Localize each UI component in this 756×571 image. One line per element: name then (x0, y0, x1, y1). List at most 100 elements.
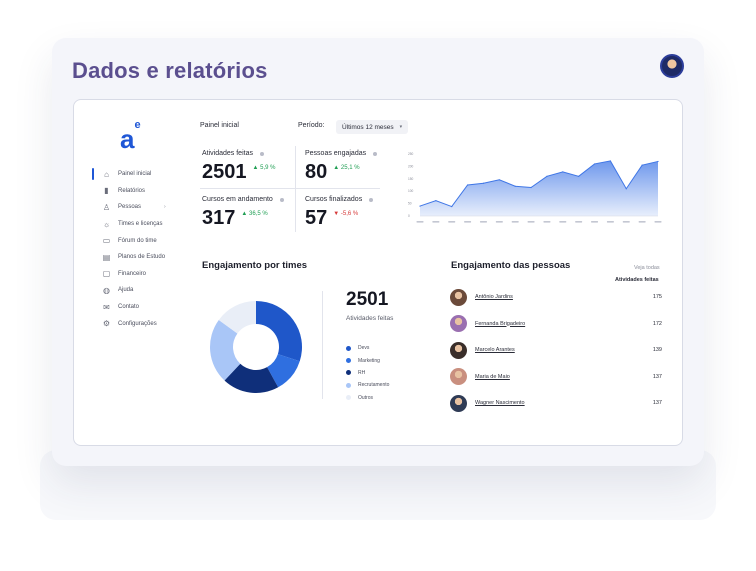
person-activity-count: 175 (652, 294, 662, 300)
avatar (450, 368, 467, 385)
legend-label: Recrutamento (358, 382, 390, 389)
stat-value: 317 (202, 207, 236, 229)
chart-point[interactable] (593, 163, 596, 165)
x-tick-label (527, 221, 535, 223)
legend-label: Marketing (358, 357, 380, 364)
donut-slice-outros[interactable] (218, 301, 256, 334)
y-tick-label: 250 (408, 152, 414, 156)
person-name-link[interactable]: Wagner Nascimento (475, 400, 525, 406)
stat-delta: ▲ 5,9 % (252, 165, 276, 171)
person-activity-count: 139 (652, 347, 662, 353)
stat-delta: ▲ 25,1 % (333, 165, 360, 171)
activity-line-chart: 250 200 150 100 50 0 (408, 152, 662, 223)
avatar (450, 288, 467, 306)
donut-slice-rh[interactable] (224, 363, 279, 393)
stat-label: Pessoas engajadas (305, 150, 367, 157)
legend-item: Outros (346, 392, 389, 404)
teams-total-label: Atividades feitas (346, 315, 394, 322)
teams-legend: Devs Marketing RH Recrutamento Outros (346, 342, 389, 404)
sidebar-item-ajuda[interactable]: ◍ Ajuda (92, 282, 192, 299)
sidebar-item-times-e-licencas[interactable]: ☼ Times e licenças (92, 216, 192, 233)
chart-point[interactable] (641, 164, 643, 166)
avatar (450, 315, 467, 332)
donut-slice-devs[interactable] (256, 301, 302, 362)
chevron-down-icon: ▾ (399, 124, 403, 130)
gear-icon: ⚙ (102, 319, 111, 329)
y-tick-label: 200 (408, 164, 414, 168)
sidebar-item-forum-do-time[interactable]: ▭ Fórum do time (92, 232, 192, 249)
sidebar-item-label: Planos de Estudo (118, 254, 166, 261)
person-row: Wagner Nascimento 137 (450, 394, 662, 412)
donut-slice-recrutamento[interactable] (210, 319, 241, 381)
sidebar-item-painel-inicial[interactable]: ⌂ Painel inicial (92, 166, 192, 183)
chat-icon: ▭ (102, 236, 111, 246)
teams-section-title: Engajamento por times (202, 260, 308, 271)
info-icon[interactable] (369, 197, 374, 202)
chart-point[interactable] (657, 160, 659, 163)
y-tick-label: 150 (408, 177, 414, 181)
sidebar-item-relatorios[interactable]: ▮ Relatórios (92, 183, 192, 200)
app-logo[interactable]: ae (120, 119, 141, 155)
stat-card-in-progress: Cursos em andamento 317 ▲ 36,5 % (202, 196, 294, 230)
x-tick-label (559, 221, 567, 223)
chart-point[interactable] (609, 160, 611, 162)
help-icon: ◍ (103, 285, 110, 295)
chevron-right-icon[interactable]: › (164, 204, 166, 211)
chart-point[interactable] (578, 175, 580, 177)
stat-card-finished: Cursos finalizados 57 ▼ -5,6 % (305, 196, 397, 230)
chart-point[interactable] (562, 171, 564, 173)
stat-value: 57 (305, 207, 328, 229)
legend-label: Outros (358, 394, 374, 401)
y-tick-label: 100 (408, 189, 414, 193)
chart-point[interactable] (625, 188, 627, 190)
person-name-link[interactable]: Marcelo Arantes (475, 347, 515, 353)
user-icon: ♙ (102, 202, 111, 212)
legend-item: RH (346, 367, 389, 379)
chart-point[interactable] (498, 179, 500, 181)
person-row: Marcelo Arantes 139 (450, 341, 662, 359)
x-tick-label (511, 221, 519, 223)
person-name-link[interactable]: Fernanda Brigadeiro (475, 320, 526, 327)
period-label: Período: (298, 122, 325, 129)
sidebar-item-pessoas[interactable]: ♙ Pessoas › (92, 199, 192, 216)
chart-point[interactable] (467, 184, 469, 186)
teams-donut-chart (210, 301, 302, 393)
info-icon[interactable] (279, 197, 284, 202)
x-tick-label (654, 221, 662, 223)
sidebar-item-label: Financeiro (118, 270, 147, 277)
donut-slice-marketing[interactable] (267, 354, 300, 388)
chart-point[interactable] (451, 205, 453, 208)
sidebar-item-contato[interactable]: ✉ Contato (92, 299, 192, 316)
person-name-link[interactable]: Maria de Maio (475, 373, 510, 380)
legend-item: Devs (346, 342, 389, 354)
stat-value: 80 (305, 161, 328, 183)
legend-label: RH (358, 369, 366, 376)
avatar (450, 394, 467, 412)
stats-divider-vertical (295, 146, 296, 232)
stat-label: Cursos finalizados (305, 196, 363, 203)
bar-chart-icon: ▮ (104, 186, 109, 196)
chart-point[interactable] (514, 185, 516, 187)
info-icon[interactable] (373, 151, 378, 156)
person-name-link[interactable]: Antônio Jardins (475, 294, 513, 300)
chart-point[interactable] (419, 205, 421, 207)
chart-point[interactable] (546, 175, 548, 177)
legend-label: Devs (358, 345, 370, 352)
chart-point[interactable] (530, 186, 532, 189)
user-avatar[interactable] (660, 54, 684, 78)
view-all-link[interactable]: Veja todas (634, 265, 660, 271)
period-select[interactable]: Últimos 12 meses ▾ (336, 120, 409, 134)
chart-point[interactable] (435, 200, 437, 202)
sidebar-item-financeiro[interactable]: ▢ Financeiro (92, 266, 192, 283)
sidebar-item-configuracoes[interactable]: ⚙ Configurações (92, 315, 192, 332)
wallet-icon: ▢ (102, 269, 111, 279)
sidebar-item-label: Painel inicial (118, 171, 152, 178)
info-icon[interactable] (259, 151, 264, 156)
stat-label: Atividades feitas (202, 150, 253, 157)
chart-point[interactable] (482, 182, 485, 184)
sidebar-item-label: Pessoas (118, 204, 142, 211)
x-tick-label (622, 221, 630, 223)
mail-icon: ✉ (103, 302, 110, 312)
sidebar-item-planos-de-estudo[interactable]: ▤ Planos de Estudo (92, 249, 192, 266)
legend-swatch (346, 395, 351, 401)
